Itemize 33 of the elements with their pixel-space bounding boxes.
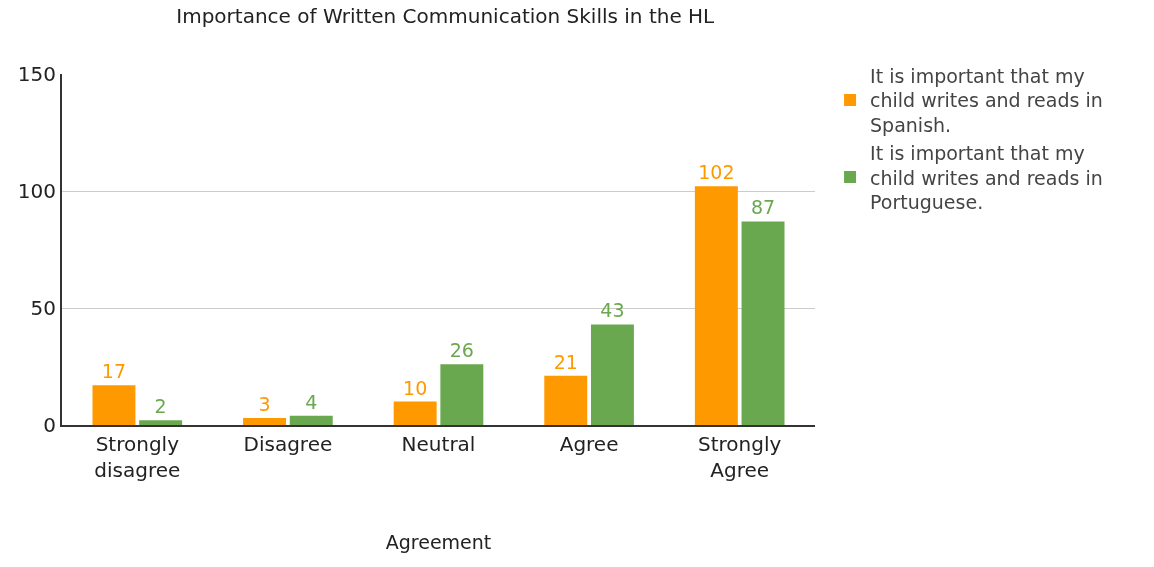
bar — [393, 401, 437, 425]
y-tick-label: 100 — [17, 179, 56, 203]
x-tick-label: Strongly disagree — [94, 432, 181, 482]
bar — [590, 324, 634, 425]
data-label: 102 — [698, 161, 735, 184]
data-label: 21 — [553, 350, 578, 373]
data-label: 26 — [449, 339, 474, 362]
bar — [289, 415, 333, 425]
x-tick-label: Agree — [559, 432, 619, 456]
data-label: 17 — [101, 360, 127, 383]
data-label: 87 — [750, 196, 776, 219]
legend-label: It is important that my child writes and reads in Portuguese. — [870, 141, 1103, 214]
x-axis-title: Agreement — [385, 531, 492, 554]
data-label: 2 — [154, 395, 167, 418]
data-label: 43 — [600, 299, 625, 322]
x-tick-label: Neutral — [401, 432, 476, 456]
bar — [440, 364, 484, 425]
y-tick-label: 50 — [30, 296, 56, 320]
bar — [243, 417, 287, 425]
y-tick-label: 150 — [17, 62, 56, 86]
x-tick-label: Disagree — [243, 432, 333, 456]
bar — [741, 221, 785, 425]
y-tick-label: 0 — [43, 413, 56, 437]
x-tick-label: Strongly Agree — [698, 432, 782, 482]
bar — [694, 186, 738, 425]
chart-title: Importance of Written Communication Skills in the HL — [176, 3, 716, 28]
data-label: 3 — [258, 392, 271, 415]
bar — [92, 385, 136, 425]
data-label: 4 — [305, 390, 318, 413]
bar — [544, 375, 588, 425]
data-label: 10 — [403, 376, 428, 399]
legend-label: It is important that my child writes and reads in Spanish. — [870, 64, 1103, 137]
bar — [139, 420, 183, 425]
